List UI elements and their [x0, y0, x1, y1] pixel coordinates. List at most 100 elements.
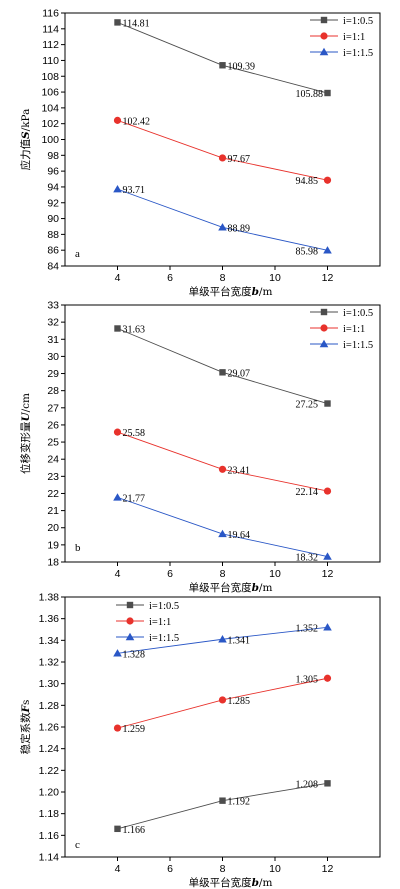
y-tick-label: 84: [47, 261, 59, 273]
x-axis-title: 单级平台宽度b/m: [189, 876, 273, 889]
y-tick-label: 1.26: [39, 722, 60, 734]
square-marker: [126, 601, 134, 609]
y-tick-label: 32: [47, 317, 59, 329]
legend-label: i=1:0.5: [343, 308, 373, 319]
data-label: 94.85: [296, 176, 319, 187]
triangle-marker: [125, 632, 135, 641]
triangle-marker: [319, 339, 329, 348]
y-tick-label: 114: [42, 23, 59, 35]
x-tick-label: 12: [322, 568, 334, 580]
y-tick-label: 1.20: [39, 787, 60, 799]
square-marker: [114, 325, 121, 332]
x-tick-label: 8: [220, 568, 226, 580]
data-label: 1.328: [123, 649, 146, 660]
y-tick-label: 108: [41, 71, 59, 83]
data-label: 1.192: [228, 797, 251, 808]
x-tick-label: 8: [220, 272, 226, 284]
y-tick-label: 1.34: [39, 635, 60, 647]
x-tick-label: 8: [220, 863, 226, 875]
y-tick-label: 1.22: [39, 765, 60, 777]
triangle-marker: [218, 635, 227, 643]
y-tick-label: 100: [41, 134, 59, 146]
triangle-marker: [113, 493, 122, 501]
circle-marker: [320, 32, 328, 40]
chart-panel-a: 8486889092949698100102104106108110112114…: [19, 8, 381, 298]
x-tick-label: 6: [167, 272, 173, 284]
square-marker: [324, 400, 331, 407]
circle-marker: [113, 116, 122, 124]
data-label: 1.208: [296, 779, 319, 790]
y-tick-label: 33: [47, 300, 59, 312]
series-line: [117, 21, 328, 94]
triangle-marker: [323, 623, 332, 631]
y-axis-title: 位移变形量U/cm: [19, 393, 32, 474]
y-axis-title: 应力值S/kPa: [19, 109, 32, 171]
circle-marker: [218, 696, 227, 704]
square-marker: [114, 19, 121, 26]
triangle-marker: [323, 552, 332, 560]
data-label: 19.64: [228, 530, 251, 541]
y-tick-label: 1.36: [39, 613, 60, 625]
circle-marker: [126, 617, 134, 625]
x-tick-label: 12: [322, 863, 334, 875]
y-tick-label: 112: [42, 39, 59, 51]
data-label: 27.25: [296, 400, 319, 411]
legend: i=1:0.5 i=1:1 i=1:1.5: [310, 16, 373, 59]
y-tick-label: 18: [47, 557, 59, 569]
x-axis-title: 单级平台宽度b/m: [189, 285, 273, 298]
x-tick-label: 12: [322, 272, 334, 284]
data-label: 1.352: [296, 623, 319, 634]
panel-letter: b: [75, 542, 81, 554]
square-marker: [219, 369, 226, 376]
chart-panel-b: 18 19 20 21 22 23 24 25 26 27 28 29 30 31 32 33 4 6 8 10 12 单…: [19, 300, 381, 594]
y-tick-label: 24: [47, 454, 59, 466]
series-line: [117, 496, 328, 557]
x-tick-label: 6: [167, 863, 173, 875]
y-tick-label: 19: [47, 539, 59, 551]
legend-label: i=1:0.5: [149, 601, 179, 612]
x-tick-label: 6: [167, 568, 173, 580]
y-axis-title: 稳定系数Fs: [19, 700, 32, 755]
y-tick-label: 98: [47, 150, 59, 162]
y-tick-label: 1.38: [39, 592, 60, 604]
data-label: 1.305: [296, 674, 319, 685]
y-tick-label: 20: [47, 522, 59, 534]
legend: i=1:0.5 i=1:1 i=1:1.5: [116, 601, 179, 644]
y-tick-label: 116: [42, 8, 59, 20]
legend-label: i=1:0.5: [343, 16, 373, 27]
y-tick-label: 88: [47, 229, 59, 241]
y-tick-label: 86: [47, 245, 59, 257]
data-label: 23.41: [228, 465, 251, 476]
data-label: 18.32: [296, 553, 319, 564]
data-label: 31.63: [123, 324, 146, 335]
y-tick-label: 94: [47, 181, 59, 193]
y-tick-label: 102: [41, 118, 59, 130]
y-tick-label: 25: [47, 437, 59, 449]
x-tick-label: 4: [115, 863, 121, 875]
square-marker: [324, 780, 331, 787]
x-axis-title: 单级平台宽度b/m: [189, 581, 273, 594]
data-label: 102.42: [123, 116, 151, 127]
data-label: 105.88: [296, 89, 324, 100]
y-tick-label: 1.32: [39, 657, 60, 669]
legend-label: i=1:1: [343, 32, 365, 43]
y-tick-label: 92: [47, 197, 59, 209]
legend-label: i=1:1.5: [343, 340, 373, 351]
circle-marker: [113, 428, 122, 436]
panel-letter: c: [75, 839, 80, 851]
legend: i=1:0.5 i=1:1 i=1:1.5: [310, 308, 373, 351]
y-tick-label: 106: [41, 87, 59, 99]
square-marker: [219, 797, 226, 804]
y-tick-label: 1.24: [39, 743, 60, 755]
circle-marker: [323, 674, 332, 682]
data-label: 22.14: [296, 487, 319, 498]
legend-label: i=1:1: [149, 617, 171, 628]
data-label: 1.285: [228, 696, 251, 707]
circle-marker: [323, 176, 332, 184]
data-label: 93.71: [123, 185, 146, 196]
square-marker: [219, 62, 226, 69]
circle-marker: [218, 465, 227, 473]
circle-marker: [113, 724, 122, 732]
x-tick-label: 4: [115, 568, 121, 580]
data-label: 1.341: [228, 635, 251, 646]
